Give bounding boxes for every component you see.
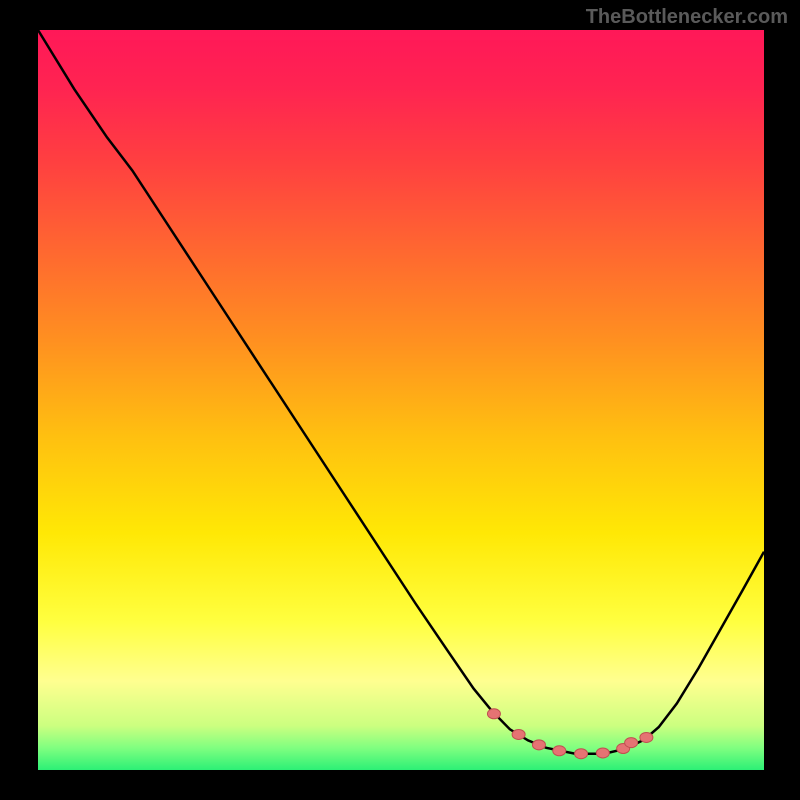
optimal-marker	[625, 738, 638, 748]
optimal-marker	[553, 746, 566, 756]
chart-svg	[0, 0, 800, 800]
optimal-marker	[596, 748, 609, 758]
optimal-marker	[487, 709, 500, 719]
watermark-text: TheBottlenecker.com	[586, 6, 788, 29]
optimal-marker	[575, 749, 588, 759]
optimal-marker	[640, 732, 653, 742]
bottleneck-chart: TheBottlenecker.com	[0, 0, 800, 800]
plot-background	[38, 30, 764, 770]
optimal-marker	[512, 729, 525, 739]
optimal-marker	[532, 740, 545, 750]
